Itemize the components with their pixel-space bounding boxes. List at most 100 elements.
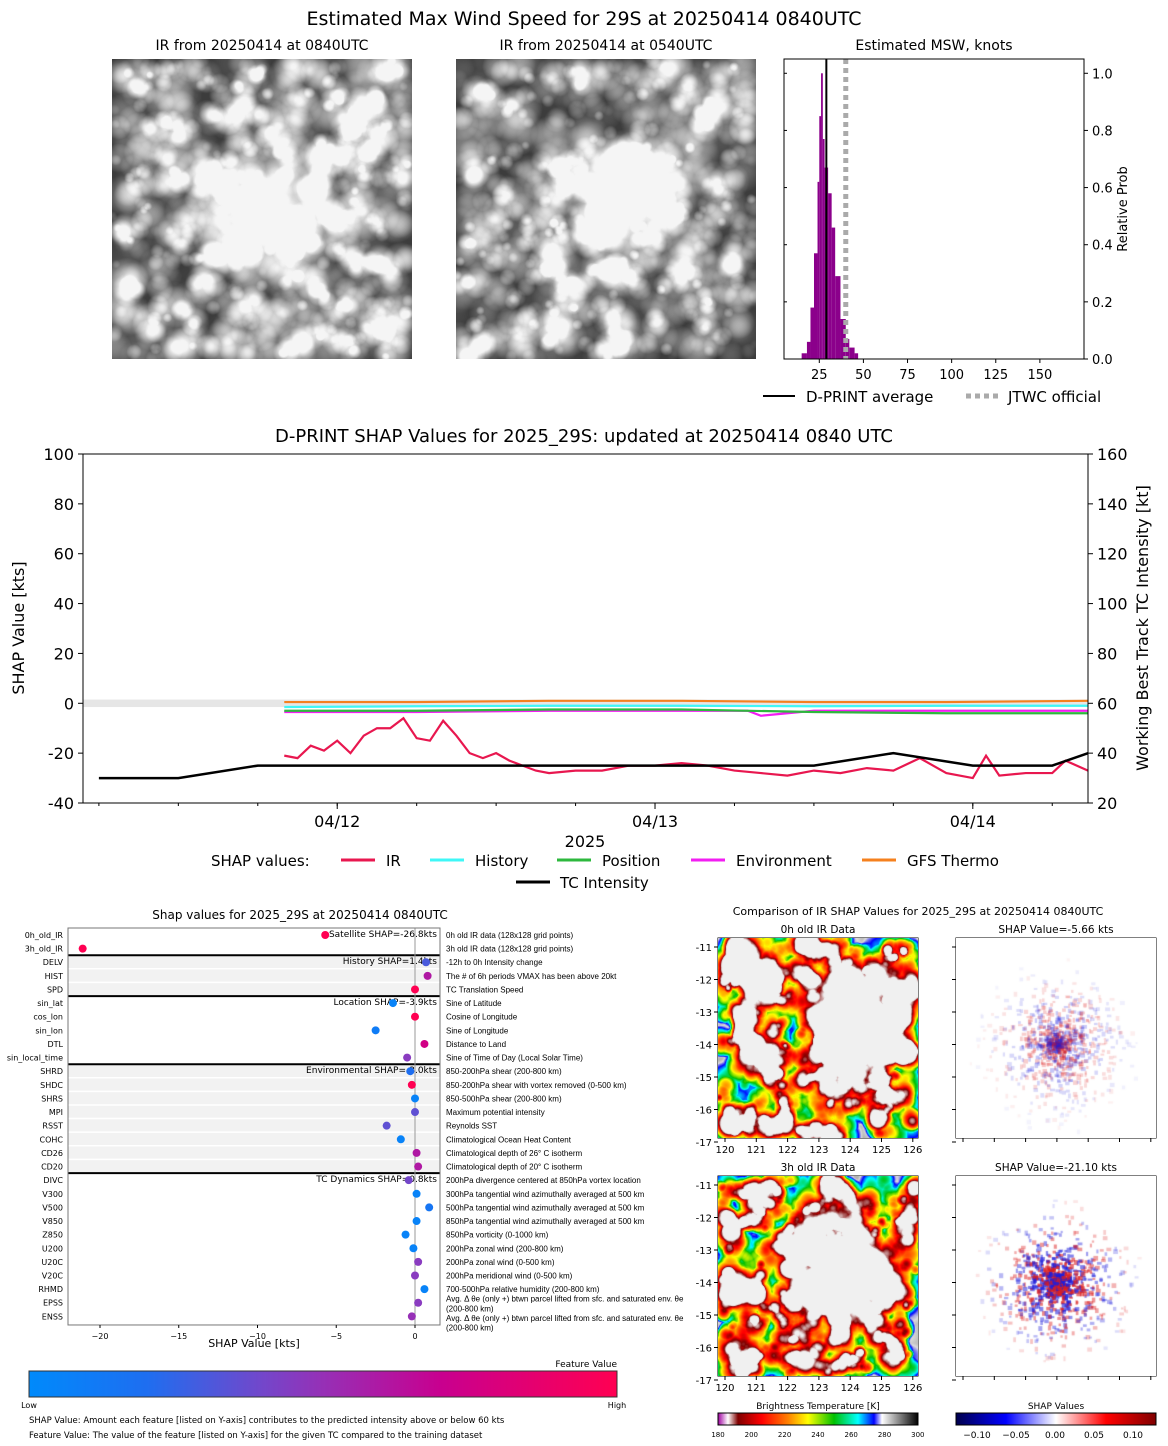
series-line-history <box>284 704 1088 709</box>
colorbar-high-label: High <box>608 1401 626 1410</box>
feature-name: RHMD <box>38 1285 63 1294</box>
ir-panel-title: 0h old IR Data <box>781 924 856 936</box>
feature-description: 850-200hPa shear (200-800 km) <box>446 1067 562 1076</box>
feature-point <box>411 985 419 994</box>
feature-description-line: The # of 6h periods VMAX has been above … <box>446 972 617 981</box>
legend-label-jtwc: JTWC official <box>1007 388 1101 406</box>
shap-colorbar-label: SHAP Values <box>1028 1402 1085 1412</box>
legend-label: GFS Thermo <box>907 852 999 870</box>
ir-image-current <box>112 59 412 359</box>
group-label: Environmental SHAP=-3.0kts <box>306 1066 437 1076</box>
y2-tick-label: 140 <box>1097 495 1128 514</box>
ir-colored-image-3h <box>718 1176 918 1376</box>
brightness-temperature-colorbar <box>717 1412 919 1426</box>
shap-map-3h <box>956 1176 1156 1376</box>
feature-point <box>388 999 397 1008</box>
feature-name: SHRS <box>41 1094 63 1103</box>
feature-description: Maximum potential intensity <box>446 1108 545 1117</box>
feature-description: Climatological Ocean Heat Content <box>446 1135 572 1144</box>
x-tick-label: 0 <box>412 1332 417 1341</box>
feature-description: Climatological depth of 20° C isotherm <box>446 1163 582 1172</box>
lon-tick-label: 122 <box>778 1145 797 1156</box>
feature-name: 0h_old_IR <box>25 931 64 940</box>
y-tick-label: 0.8 <box>1092 124 1113 139</box>
lat-tick-label: -17 <box>696 1138 712 1149</box>
lon-tick-label: 125 <box>872 1383 891 1394</box>
histogram-bar <box>819 116 822 360</box>
feature-description: 700-500hPa relative humidity (200-800 km… <box>446 1285 600 1294</box>
histogram-bar <box>806 341 811 359</box>
figure-title: Estimated Max Wind Speed for 29S at 2025… <box>306 8 861 30</box>
feature-point <box>411 1108 419 1117</box>
legend-label: Position <box>602 852 660 870</box>
feature-description: Sine of Latitude <box>446 999 502 1008</box>
ir-panel-title-current: IR from 20250414 at 0840UTC <box>156 38 369 54</box>
y-tick-label: 0.4 <box>1092 239 1113 254</box>
lat-tick-label: -14 <box>696 1279 712 1290</box>
feature-name: V20C <box>42 1272 64 1281</box>
x-tick-label: −10 <box>249 1332 266 1341</box>
lon-tick-label: 124 <box>841 1145 860 1156</box>
legend-title: SHAP values: <box>211 852 310 870</box>
histogram-bar <box>810 307 814 359</box>
y-tick-label: 0.6 <box>1092 182 1113 197</box>
lon-tick-label: 120 <box>715 1383 734 1394</box>
bt-tick-label: 220 <box>778 1431 791 1439</box>
x-tick-label: 75 <box>899 368 916 383</box>
shap-panel-title: SHAP Value=-21.10 kts <box>995 1162 1117 1174</box>
y-tick-label: 0 <box>64 694 74 713</box>
feature-description: Avg. Δ θe (only +) btwn parcel lifted fr… <box>446 1314 684 1333</box>
histogram-bar <box>831 227 836 359</box>
y-tick-label: 80 <box>54 495 74 514</box>
group-label: TC Dynamics SHAP=0.8kts <box>315 1175 437 1185</box>
shap-tick-label: 0.00 <box>1045 1431 1065 1441</box>
bt-tick-label: 280 <box>878 1431 891 1439</box>
y2-tick-label: 20 <box>1097 794 1117 813</box>
legend-label: TC Intensity <box>559 874 649 892</box>
feature-name: EPSS <box>43 1299 63 1308</box>
feature-description-line: Cosine of Longitude <box>446 1013 518 1022</box>
lat-tick-label: -14 <box>696 1041 712 1052</box>
lon-tick-label: 121 <box>747 1383 766 1394</box>
group-label: Satellite SHAP=-26.8kts <box>329 930 437 940</box>
feature-description-line: 850hPa vorticity (0-1000 km) <box>446 1231 549 1240</box>
lat-tick-label: -11 <box>696 1181 712 1192</box>
x-tick-label: 100 <box>939 368 964 383</box>
x-tick-label: −20 <box>92 1332 109 1341</box>
feature-point <box>414 1162 423 1171</box>
feature-description-line: Sine of Longitude <box>446 1026 509 1035</box>
histogram-bar <box>821 73 823 360</box>
feature-point <box>404 1176 413 1185</box>
feature-description-line: 850hPa tangential wind azimuthally avera… <box>446 1217 645 1226</box>
histogram-title: Estimated MSW, knots <box>855 38 1012 54</box>
feature-description: TC Translation Speed <box>446 985 523 994</box>
ir-image-previous <box>456 59 756 359</box>
series-line-gfs-thermo <box>284 699 1089 704</box>
feature-point <box>412 1189 421 1198</box>
feature-name: DELV <box>43 958 64 967</box>
lon-tick-label: 123 <box>809 1383 828 1394</box>
feature-description: Avg. Δ θe (only +) btwn parcel lifted fr… <box>446 1295 684 1314</box>
comparison-title: Comparison of IR SHAP Values for 2025_29… <box>733 905 1104 918</box>
feature-description-line: Sine of Latitude <box>446 999 502 1008</box>
feature-description: Climatological depth of 26° C isotherm <box>446 1149 582 1158</box>
feature-description-line: Avg. Δ θe (only +) btwn parcel lifted fr… <box>446 1295 684 1304</box>
feature-description-line: 700-500hPa relative humidity (200-800 km… <box>446 1285 600 1294</box>
histogram-bar <box>814 253 818 359</box>
feature-name: MPI <box>49 1108 63 1117</box>
feature-name: CD20 <box>41 1163 63 1172</box>
feature-description-line: TC Translation Speed <box>446 985 523 994</box>
feature-description: 200hPa divergence centered at 850hPa vor… <box>446 1176 641 1185</box>
lat-tick-label: -12 <box>696 1214 712 1225</box>
bt-tick-label: 300 <box>911 1431 924 1439</box>
lon-tick-label: 125 <box>872 1145 891 1156</box>
feature-description-line: 200hPa meridional wind (0-500 km) <box>446 1272 573 1281</box>
feature-name: V500 <box>42 1203 63 1212</box>
footnote: SHAP Value: Amount each feature [listed … <box>29 1416 505 1426</box>
y2-tick-label: 100 <box>1097 595 1128 614</box>
feature-name: CD26 <box>41 1149 63 1158</box>
feature-description-line: 850-200hPa shear with vortex removed (0-… <box>446 1081 627 1090</box>
feature-point <box>425 1203 434 1212</box>
shap-tick-label: 0.10 <box>1123 1431 1143 1441</box>
group-background <box>68 1173 440 1324</box>
